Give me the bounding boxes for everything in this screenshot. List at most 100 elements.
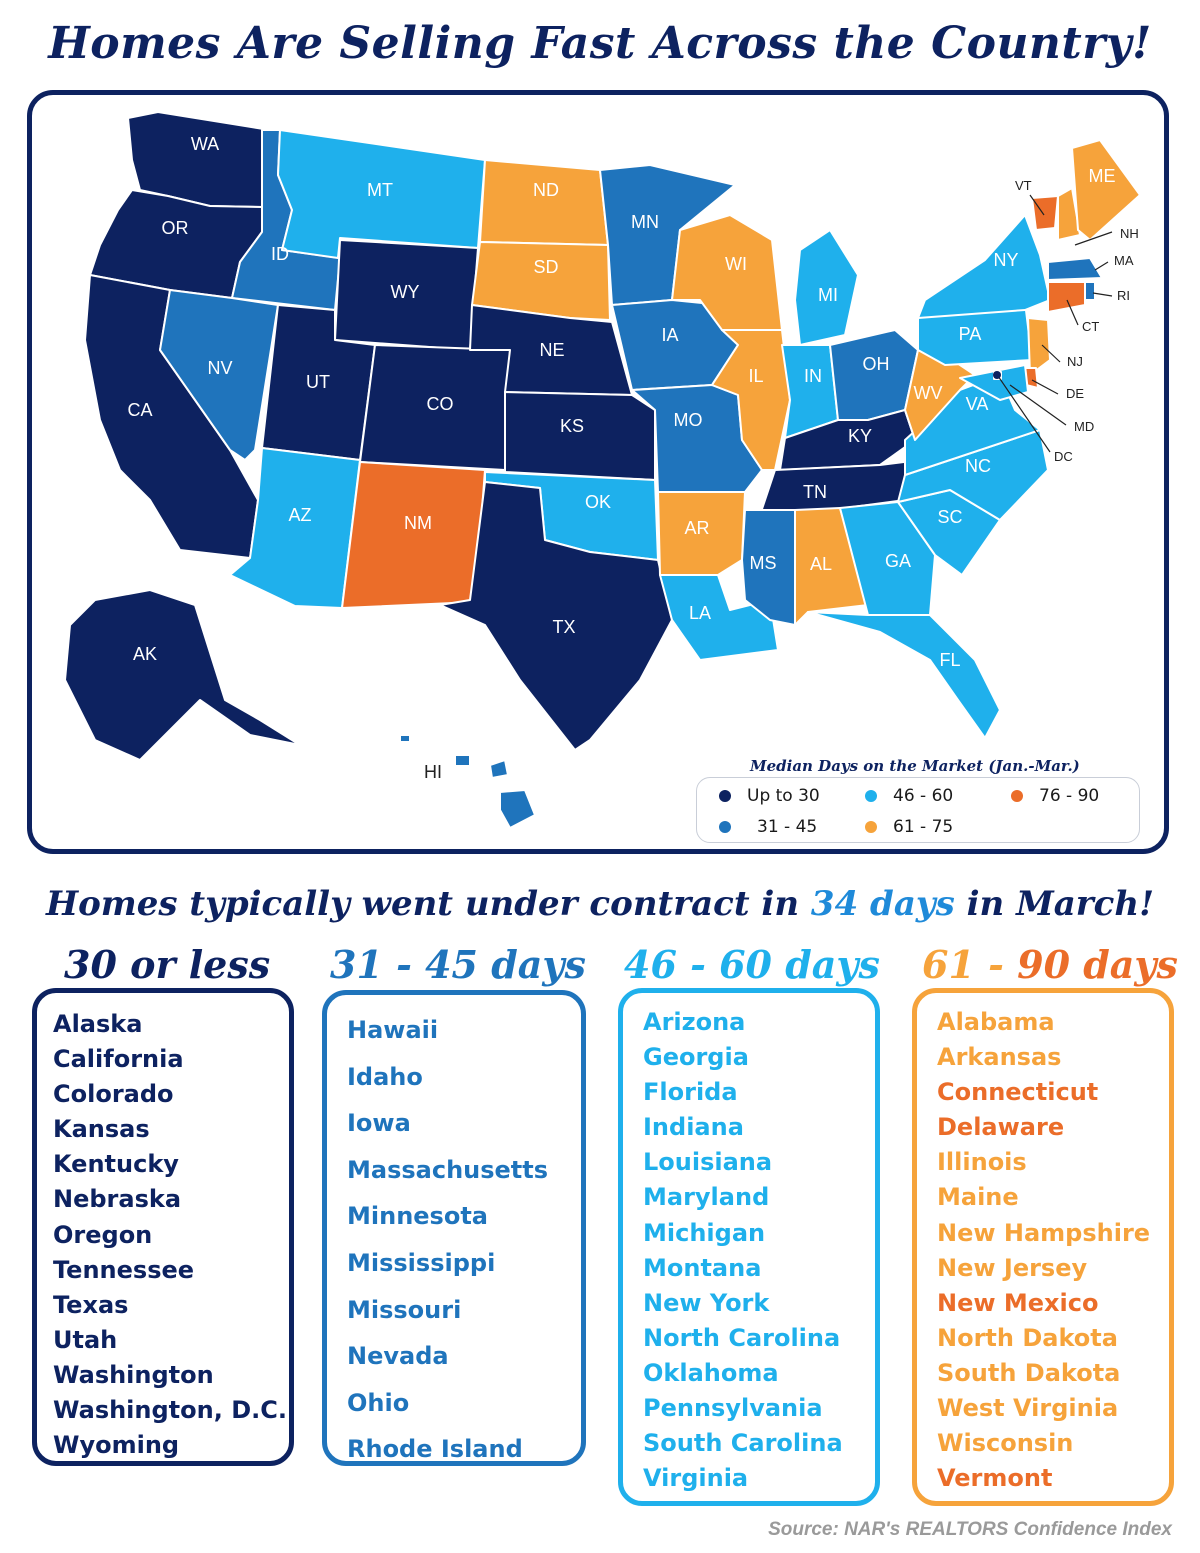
state-name: New Jersey [937,1253,1088,1282]
state-name: Arizona [643,1008,746,1036]
leader-line [1066,299,1079,326]
state-list: Alaska California Colorado Kansas Kentucky Ne… [53,1007,287,1463]
state-label-hi: HI [424,762,442,782]
leader-line [1031,379,1059,395]
state-label-in: IN [804,366,822,386]
state-label-tn: TN [803,482,827,502]
state-me [1071,139,1141,241]
leader-line [1041,344,1061,363]
state-label-ak: AK [133,644,157,664]
column-heading-31-45: 31 - 45 days [330,942,586,987]
state-name: Michigan [643,1218,766,1247]
state-label-il: IL [748,366,763,386]
state-label-md: MD [1074,419,1094,434]
state-ny [917,214,1051,319]
state-al [794,507,869,626]
legend-item-61-75: 61 - 75 [865,817,953,837]
state-name: Nebraska [53,1185,182,1214]
state-label-wi: WI [725,254,747,274]
legend-label: 31 - 45 [757,817,818,837]
state-nm [341,461,486,609]
state-name: Kansas [53,1115,150,1144]
dc-marker [993,371,1001,379]
state-name: Kentucky [53,1150,179,1179]
state-name: North Dakota [937,1323,1118,1352]
state-name: Missouri [347,1295,462,1324]
state-ak [64,589,301,761]
state-name: Nevada [347,1342,449,1371]
state-name: Utah [53,1325,118,1354]
state-name: South Carolina [643,1429,843,1458]
state-label-tx: TX [552,617,575,637]
state-list: Alabama Arkansas Connecticut Delaware Illino… [937,1005,1150,1496]
state-name: Montana [643,1253,762,1282]
state-label-mn: MN [631,212,659,232]
state-name: Alabama [937,1008,1055,1036]
legend-item-31-45: 31 - 45 [719,817,817,837]
legend-swatch [865,790,877,802]
state-name: West Virginia [937,1394,1119,1423]
leader-line [1009,384,1067,426]
state-name: Idaho [347,1062,423,1091]
state-label-ca: CA [127,400,152,420]
state-name: Pennsylvania [643,1394,823,1423]
state-name: Maryland [643,1183,770,1212]
state-name: Ohio [347,1388,410,1417]
state-ri [1084,281,1096,301]
state-name: South Dakota [937,1358,1121,1387]
state-name: Louisiana [643,1148,773,1177]
leader-line [1029,194,1045,216]
state-label-nd: ND [533,180,559,200]
state-ga [839,501,936,616]
leader-line [1074,231,1113,246]
state-label-az: AZ [288,505,311,525]
state-label-ky: KY [848,426,872,446]
leader-line [1092,292,1113,297]
state-ar [657,491,746,576]
legend-swatch [719,790,731,802]
state-label-ok: OK [585,492,611,512]
state-label-ny: NY [993,250,1018,270]
state-name: Georgia [643,1043,749,1072]
state-label-ga: GA [885,551,911,571]
state-label-ks: KS [560,416,584,436]
state-label-ar: AR [684,518,709,538]
state-label-or: OR [162,218,189,238]
state-label-ct: CT [1082,319,1099,334]
state-label-nj: NJ [1067,354,1083,369]
state-label-ia: IA [661,325,678,345]
heading-part-a: 61 - [922,942,1018,987]
leader-line [997,375,1051,453]
state-name: Vermont [937,1464,1053,1493]
state-label-wa: WA [191,134,219,154]
state-name: Florida [643,1078,738,1107]
state-label-sc: SC [937,507,962,527]
state-name: Washington [53,1360,214,1389]
state-mi [794,229,859,346]
state-label-va: VA [966,394,989,414]
subtitle: Homes typically went under contract in 3… [0,884,1200,924]
state-md [959,364,1029,401]
state-label-mt: MT [367,180,393,200]
state-name: Colorado [53,1080,174,1109]
state-label-wy: WY [391,282,420,302]
source-note: Source: NAR's REALTORS Confidence Index [768,1519,1172,1540]
state-label-ma: MA [1114,253,1134,268]
state-ct [1047,281,1086,313]
state-label-pa: PA [959,324,982,344]
state-name: Mississippi [347,1248,496,1277]
map-frame [27,90,1169,854]
state-name: Washington, D.C. [53,1396,287,1425]
legend-swatch [1011,790,1023,802]
subtitle-highlight: 34 days [810,884,955,924]
state-label-me: ME [1089,166,1116,186]
state-name: Delaware [937,1113,1065,1142]
state-name: California [53,1045,184,1074]
state-label-la: LA [689,603,711,623]
legend-label: Up to 30 [747,786,820,806]
state-name: New Hampshire [937,1218,1151,1247]
state-ma [1047,257,1103,281]
state-name: Iowa [347,1109,411,1138]
subtitle-before: Homes typically went under contract in [45,884,811,924]
legend-item-up-to-30: Up to 30 [719,786,820,806]
